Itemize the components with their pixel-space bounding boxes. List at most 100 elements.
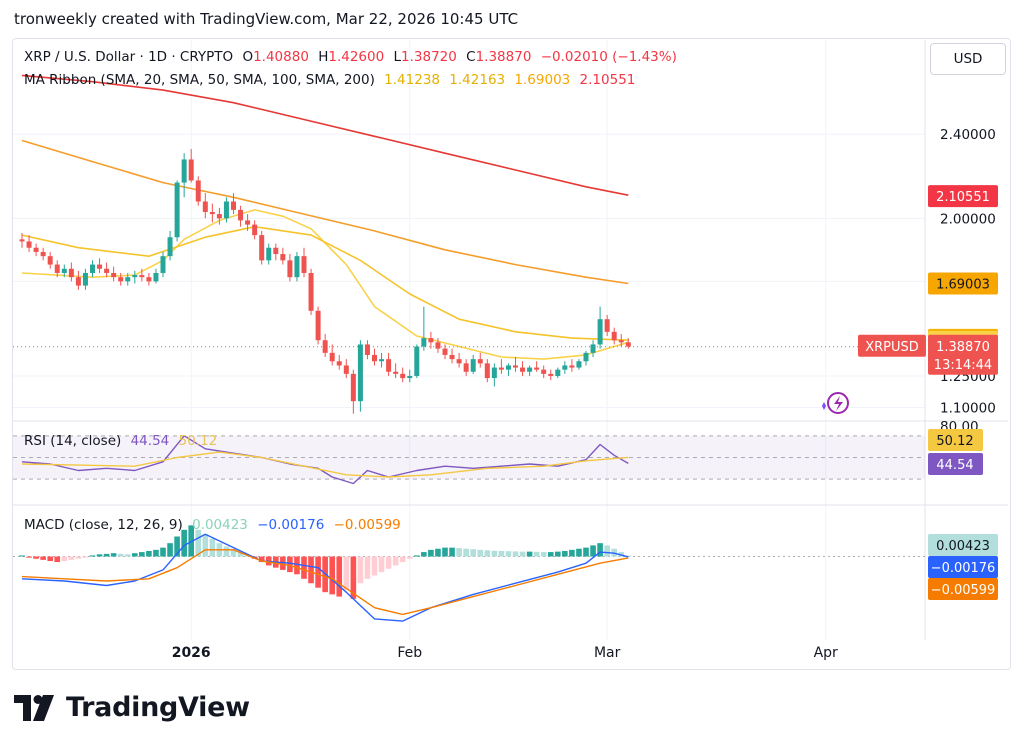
rsi-label[interactable]: RSI (14, close) xyxy=(24,433,122,449)
macd-histogram-bar xyxy=(385,556,392,569)
close-value: 1.38870 xyxy=(475,49,532,65)
currency-button[interactable]: USD xyxy=(930,43,1006,75)
macd-histogram-bar xyxy=(301,556,307,579)
time-axis-label: Feb xyxy=(397,645,422,661)
macd-histogram-bar xyxy=(364,556,371,579)
macd-label[interactable]: MACD (close, 12, 26, 9) xyxy=(24,517,183,533)
macd-histogram-bar xyxy=(399,556,406,563)
macd-histogram-bar xyxy=(33,556,39,559)
candle-body xyxy=(611,331,617,341)
lightning-icon xyxy=(827,392,849,414)
macd-histogram-bar xyxy=(562,550,568,557)
change-value: −0.02010 (−1.43%) xyxy=(540,49,677,65)
macd-tag: −0.00599 xyxy=(931,583,996,598)
macd-histogram-bar xyxy=(160,547,166,557)
rsi-legend: RSI (14, close) 44.54 50.12 xyxy=(24,433,222,449)
macd-histogram-bar xyxy=(442,547,448,557)
candle-body xyxy=(548,373,554,376)
candle-body xyxy=(245,220,251,225)
candle-body xyxy=(280,254,286,261)
candle-body xyxy=(223,201,229,219)
last-price-value: 1.38870 xyxy=(936,340,990,355)
ma-ribbon-legend: MA Ribbon (SMA, 20, SMA, 50, SMA, 100, S… xyxy=(24,72,640,88)
macd-histogram-bar xyxy=(477,549,484,557)
macd-histogram-bar xyxy=(75,556,82,559)
macd-histogram-bar xyxy=(103,553,110,557)
sparkle-icon xyxy=(822,402,826,410)
candle-body xyxy=(118,277,124,282)
rsi-tag-bg xyxy=(928,453,983,475)
macd-histogram-bar xyxy=(392,556,399,566)
open-value: 1.40880 xyxy=(253,49,309,65)
price-tag-bg xyxy=(928,185,998,208)
macd-histogram-bar xyxy=(618,552,625,557)
macd-histogram-bar xyxy=(294,556,300,575)
candle-body xyxy=(160,256,166,273)
macd-histogram-bar xyxy=(597,543,603,557)
symbol-tag-bg xyxy=(858,334,926,357)
candle-body xyxy=(104,268,110,273)
tradingview-logo[interactable]: TradingView xyxy=(14,692,250,723)
candle-body xyxy=(322,340,328,353)
macd-histogram-bar xyxy=(132,553,138,557)
candle-body xyxy=(188,159,194,181)
price-axis-label: 2.40000 xyxy=(940,127,996,143)
macd-histogram-bar xyxy=(512,551,519,557)
macd-histogram-bar xyxy=(174,536,180,557)
candle-body xyxy=(463,363,469,372)
candle-body xyxy=(576,361,582,368)
candle-body xyxy=(449,354,455,360)
macd-histogram-bar xyxy=(19,555,25,557)
open-label: O xyxy=(242,49,254,65)
macd-histogram-bar xyxy=(625,555,632,557)
macd-histogram-bar xyxy=(195,529,202,557)
candle-body xyxy=(209,212,215,215)
macd-histogram-bar xyxy=(547,552,554,557)
price-tag-label: 2.10551 xyxy=(936,190,990,205)
macd-histogram-bar xyxy=(336,556,343,597)
candle-body xyxy=(195,180,201,202)
candle-body xyxy=(259,235,265,261)
time-axis-label: Apr xyxy=(814,645,838,661)
macd-histogram-bar xyxy=(519,551,526,557)
macd-histogram-bar xyxy=(526,551,533,557)
macd-histogram-value: 0.00423 xyxy=(192,517,248,533)
price-axis-label: 2.00000 xyxy=(940,211,996,227)
macd-histogram-bar xyxy=(378,556,385,573)
macd-histogram-bar xyxy=(576,548,582,557)
candle-body xyxy=(47,256,53,265)
macd-histogram-bar xyxy=(26,556,32,558)
symbol-title[interactable]: XRP / U.S. Dollar · 1D · CRYPTO xyxy=(24,49,234,65)
ma50-value: 1.42163 xyxy=(449,72,506,88)
low-label: L xyxy=(393,49,402,65)
ma-ribbon-label[interactable]: MA Ribbon (SMA, 20, SMA, 50, SMA, 100, S… xyxy=(24,72,375,88)
macd-histogram-bar xyxy=(47,556,53,561)
candle-body xyxy=(167,237,173,257)
time-axis-label: 2026 xyxy=(172,645,211,661)
candle-body xyxy=(231,201,236,210)
candle-body xyxy=(597,319,603,345)
candle-body xyxy=(336,361,342,366)
candle-body xyxy=(97,264,103,269)
candle-body xyxy=(590,344,596,353)
price-legend: XRP / U.S. Dollar · 1D · CRYPTO O1.40880… xyxy=(24,49,682,65)
macd-histogram-bar xyxy=(470,549,476,557)
candle-body xyxy=(583,352,589,362)
candle-body xyxy=(379,359,385,362)
candle-body xyxy=(498,367,504,370)
macd-histogram-bar xyxy=(209,538,216,557)
chart-attribution: tronweekly created with TradingView.com,… xyxy=(14,10,519,28)
candle-body xyxy=(33,247,39,252)
rsi-value: 44.54 xyxy=(130,433,170,449)
candle-body xyxy=(54,264,60,273)
candle-body xyxy=(308,272,314,311)
candle-body xyxy=(216,214,222,219)
candle-body xyxy=(294,256,300,278)
candle-body xyxy=(329,352,335,362)
high-label: H xyxy=(318,49,329,65)
macd-histogram-bar xyxy=(181,529,187,557)
candle-body xyxy=(19,239,25,242)
rsi-line-rsi xyxy=(21,435,629,485)
price-tag-bg xyxy=(928,272,998,295)
